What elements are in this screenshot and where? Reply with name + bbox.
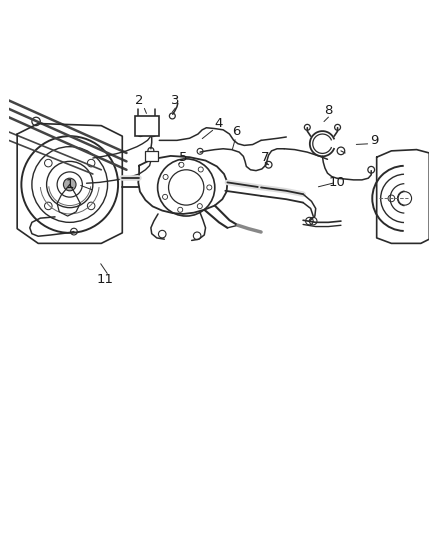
Circle shape — [64, 178, 76, 191]
Text: 6: 6 — [232, 125, 240, 139]
Text: 4: 4 — [215, 117, 223, 130]
Text: 5: 5 — [179, 151, 187, 164]
FancyBboxPatch shape — [145, 151, 158, 160]
Text: 2: 2 — [135, 94, 143, 107]
Text: 7: 7 — [261, 151, 269, 164]
Text: 3: 3 — [170, 94, 179, 107]
Text: 10: 10 — [328, 176, 345, 189]
FancyBboxPatch shape — [135, 116, 159, 136]
Text: 8: 8 — [324, 104, 332, 117]
Text: 9: 9 — [371, 134, 379, 147]
Text: 11: 11 — [97, 272, 114, 286]
Text: 1: 1 — [65, 178, 74, 191]
